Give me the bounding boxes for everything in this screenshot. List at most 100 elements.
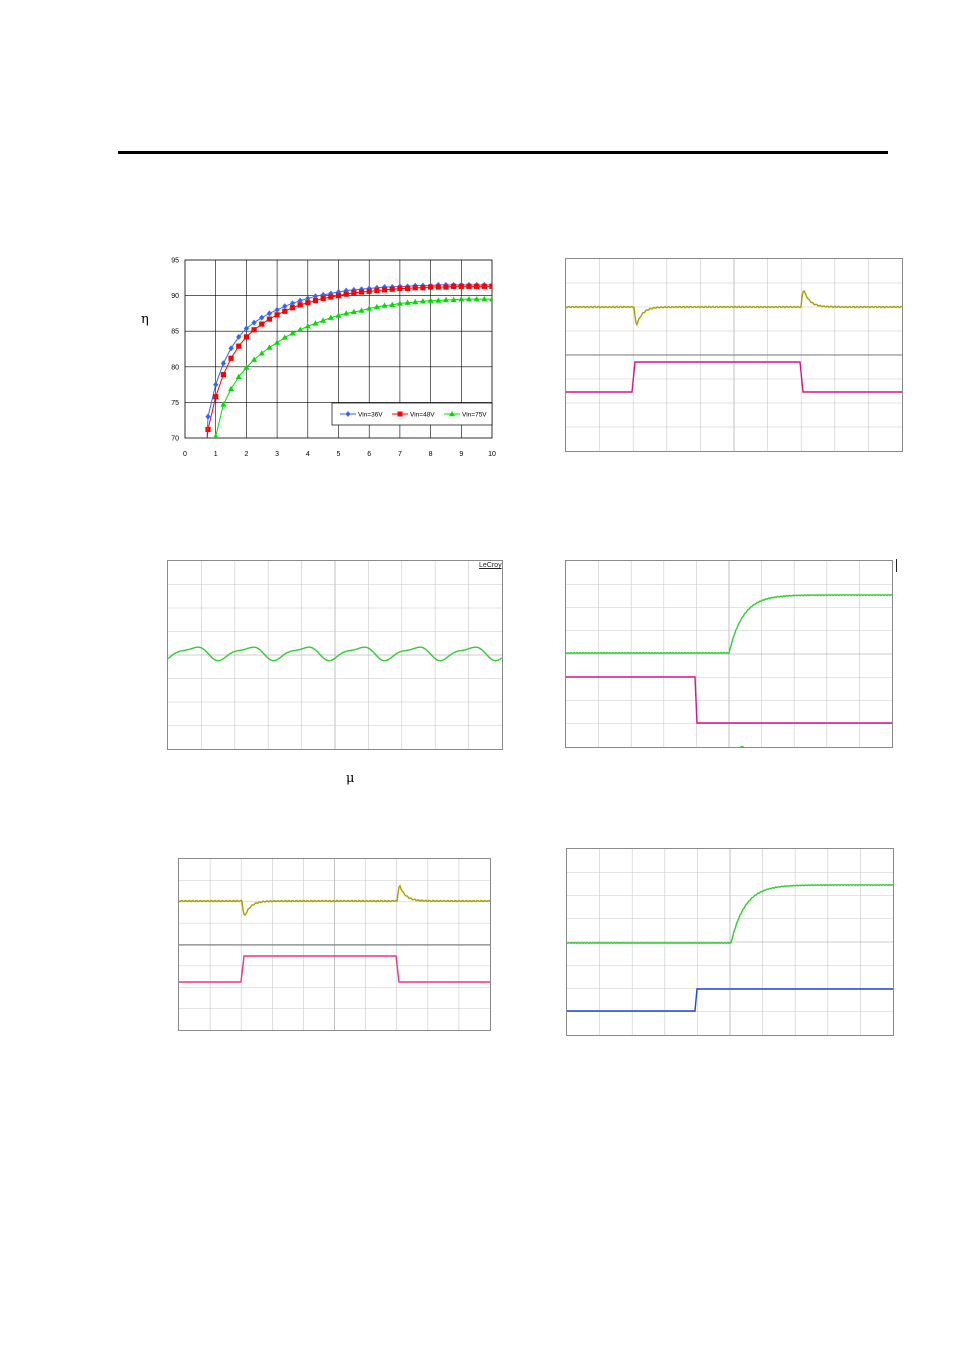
data-point (297, 302, 303, 308)
scope-turn-on-1-svg (566, 561, 892, 747)
legend-marker (449, 411, 455, 417)
data-point (481, 295, 488, 302)
data-point (304, 323, 311, 329)
legend-marker (345, 411, 351, 417)
data-point (235, 373, 242, 379)
data-point (373, 303, 380, 310)
ripple-time-unit-symbol: μ (346, 771, 355, 786)
data-point (374, 288, 380, 294)
x-tick-label: 7 (398, 451, 402, 458)
data-point (297, 326, 304, 332)
data-point (381, 287, 388, 293)
data-point (350, 308, 357, 315)
data-point (305, 295, 311, 302)
data-point (442, 296, 449, 303)
y-tick-label: 90 (171, 293, 179, 300)
data-point (474, 283, 480, 289)
scope-ripple (167, 560, 503, 750)
data-point (243, 364, 250, 370)
data-point (389, 286, 395, 292)
data-point (366, 288, 372, 294)
data-point (481, 283, 487, 289)
y-tick-label: 85 (171, 329, 179, 336)
data-point (335, 312, 342, 318)
data-point (228, 345, 234, 352)
efficiency-chart-svg: 0 1 2 3 4 5 6 7 8 9 10 70 75 80 85 90 95 Vin=36V Vin=48V Vi… (171, 258, 496, 459)
data-point (451, 283, 457, 289)
data-point (396, 300, 403, 306)
data-point (213, 381, 219, 388)
data-point (251, 327, 257, 333)
efficiency-axis-symbol: η (141, 312, 149, 327)
data-point (281, 334, 288, 340)
scope-load-transient-1-svg (566, 259, 902, 451)
y-tick-label: 70 (171, 436, 179, 443)
data-point (404, 299, 411, 305)
data-point (305, 300, 311, 306)
data-point (228, 355, 234, 361)
x-tick-label: 0 (183, 451, 187, 458)
scope-turn-on-2 (566, 848, 894, 1036)
efficiency-chart: 0 1 2 3 4 5 6 7 8 9 10 70 75 80 85 90 95 Vin=36V Vin=48V Vi… (160, 250, 505, 465)
data-point (220, 372, 226, 378)
data-point (443, 284, 449, 290)
x-tick-label: 4 (306, 451, 310, 458)
data-point (412, 298, 419, 305)
trace-ch1 (179, 884, 490, 917)
trace-enable (566, 676, 892, 724)
scope-load-transient-1 (565, 258, 903, 452)
data-point (274, 339, 281, 345)
data-point (259, 314, 265, 321)
data-point (266, 316, 273, 322)
data-point (327, 314, 334, 320)
scope-turn-on-1 (565, 560, 893, 748)
data-point (282, 308, 288, 314)
data-point (259, 321, 265, 327)
trigger-marker (740, 746, 744, 747)
scope-brand-label: LeCroy (479, 562, 502, 569)
legend-label: Vin=36V (358, 412, 383, 419)
series-group (205, 281, 492, 438)
data-point (465, 295, 472, 302)
data-point (358, 307, 365, 313)
data-point (343, 310, 350, 316)
data-point (213, 433, 219, 438)
header-rule (118, 151, 888, 154)
data-point (258, 350, 265, 356)
marker-bar (896, 559, 897, 572)
data-point (335, 293, 342, 299)
data-point (374, 284, 380, 291)
data-point (435, 284, 441, 290)
x-tick-label: 8 (429, 451, 433, 458)
data-point (458, 283, 464, 289)
y-tick-label: 95 (171, 258, 179, 265)
data-point (213, 394, 219, 400)
data-point (420, 285, 426, 291)
trace-enable (567, 988, 893, 1012)
data-point (243, 325, 249, 332)
data-point (328, 294, 334, 300)
y-tick-label: 75 (171, 400, 179, 407)
data-point (389, 301, 396, 308)
data-point (412, 285, 418, 291)
data-point (251, 356, 258, 362)
data-point (450, 296, 457, 303)
series-lead-in (206, 429, 209, 438)
data-point (428, 284, 434, 290)
data-point (489, 283, 492, 289)
data-point (419, 298, 426, 304)
trace-ch1 (566, 289, 902, 327)
data-point (435, 297, 442, 303)
data-point (458, 295, 465, 302)
data-point (297, 297, 303, 304)
scope-ripple-svg (168, 561, 502, 749)
x-tick-label: 2 (244, 451, 248, 458)
data-point (320, 295, 326, 302)
x-tick-label: 1 (214, 451, 218, 458)
data-point (343, 291, 349, 297)
x-tick-label: 5 (337, 451, 341, 458)
legend-label: Vin=48V (410, 412, 435, 419)
x-tick-label: 3 (275, 451, 279, 458)
data-point (243, 334, 249, 340)
data-point (351, 290, 357, 296)
